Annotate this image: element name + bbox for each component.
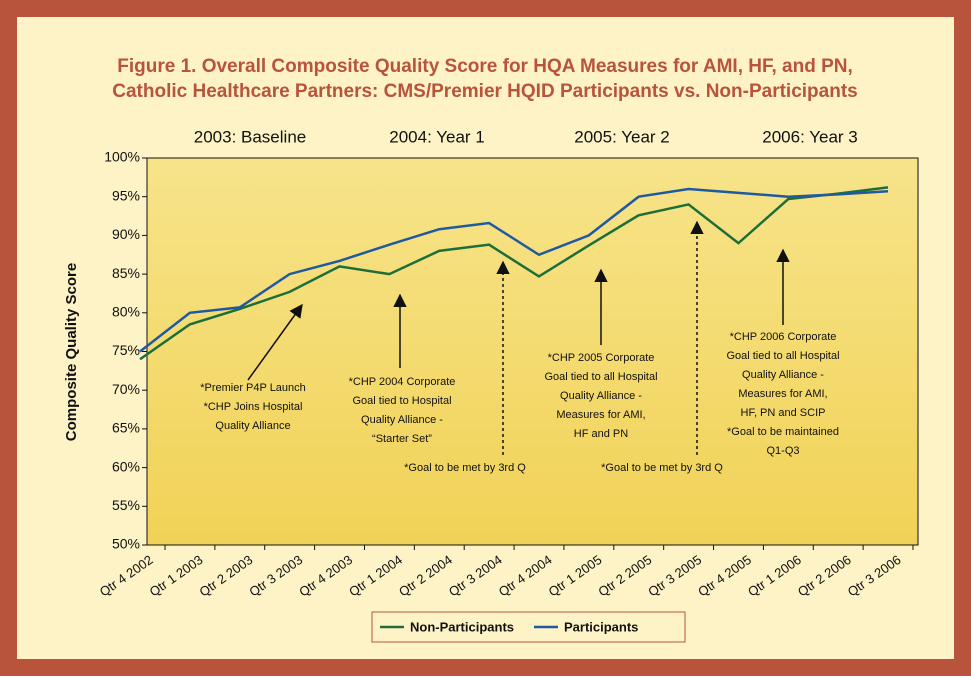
legend-label: Participants xyxy=(564,619,638,634)
annotation: *CHP 2004 Corporate xyxy=(349,376,456,388)
annotation: Measures for AMI, xyxy=(738,388,827,400)
annotation: Quality Alliance - xyxy=(560,390,642,402)
chart-title: Figure 1. Overall Composite Quality Scor… xyxy=(117,56,853,77)
y-tick-label: 85% xyxy=(112,265,140,281)
annotation: HF, PN and SCIP xyxy=(741,407,826,419)
y-tick-label: 65% xyxy=(112,420,140,436)
series-line xyxy=(139,187,889,353)
annotation: Quality Alliance - xyxy=(361,414,443,426)
chart-title: Catholic Healthcare Partners: CMS/Premie… xyxy=(112,81,857,102)
annotation: Q1-Q3 xyxy=(766,445,799,457)
annotation: *Premier P4P Launch xyxy=(200,382,306,394)
series-line xyxy=(139,186,889,361)
y-tick-label: 90% xyxy=(112,226,140,242)
annotation-arrow xyxy=(247,303,303,381)
y-tick-label: 70% xyxy=(112,381,140,397)
period-label: 2004: Year 1 xyxy=(389,127,484,146)
y-tick-label: 75% xyxy=(112,342,140,358)
legend-label: Non-Participants xyxy=(410,619,514,634)
annotation: *Goal to be met by 3rd Q xyxy=(601,462,723,474)
period-label: 2006: Year 3 xyxy=(762,127,857,146)
annotation: *Goal to be met by 3rd Q xyxy=(404,462,526,474)
y-tick-label: 95% xyxy=(112,187,140,203)
y-tick-label: 80% xyxy=(112,304,140,320)
annotation: Measures for AMI, xyxy=(556,409,645,421)
annotation: *CHP Joins Hospital xyxy=(204,401,303,413)
annotation: Quality Alliance - xyxy=(742,369,824,381)
y-tick-label: 50% xyxy=(112,536,140,552)
y-axis-label: Composite Quality Score xyxy=(63,263,80,441)
annotation: *CHP 2006 Corporate xyxy=(730,331,837,343)
period-label: 2005: Year 2 xyxy=(574,127,669,146)
annotation: Quality Alliance xyxy=(215,420,290,432)
annotation: Goal tied to all Hospital xyxy=(544,371,657,383)
legend xyxy=(371,611,686,643)
y-tick-label: 60% xyxy=(112,458,140,474)
plot-area xyxy=(146,157,919,546)
annotation: Goal tied to all Hospital xyxy=(726,350,839,362)
annotation: *Goal to be maintained xyxy=(727,426,839,438)
annotation: HF and PN xyxy=(574,428,628,440)
y-tick-label: 55% xyxy=(112,497,140,513)
annotation: *CHP 2005 Corporate xyxy=(548,352,655,364)
y-tick-label: 100% xyxy=(104,149,140,165)
period-label: 2003: Baseline xyxy=(194,127,306,146)
annotation: Goal tied to Hospital xyxy=(352,395,451,407)
annotation: “Starter Set” xyxy=(372,433,432,445)
